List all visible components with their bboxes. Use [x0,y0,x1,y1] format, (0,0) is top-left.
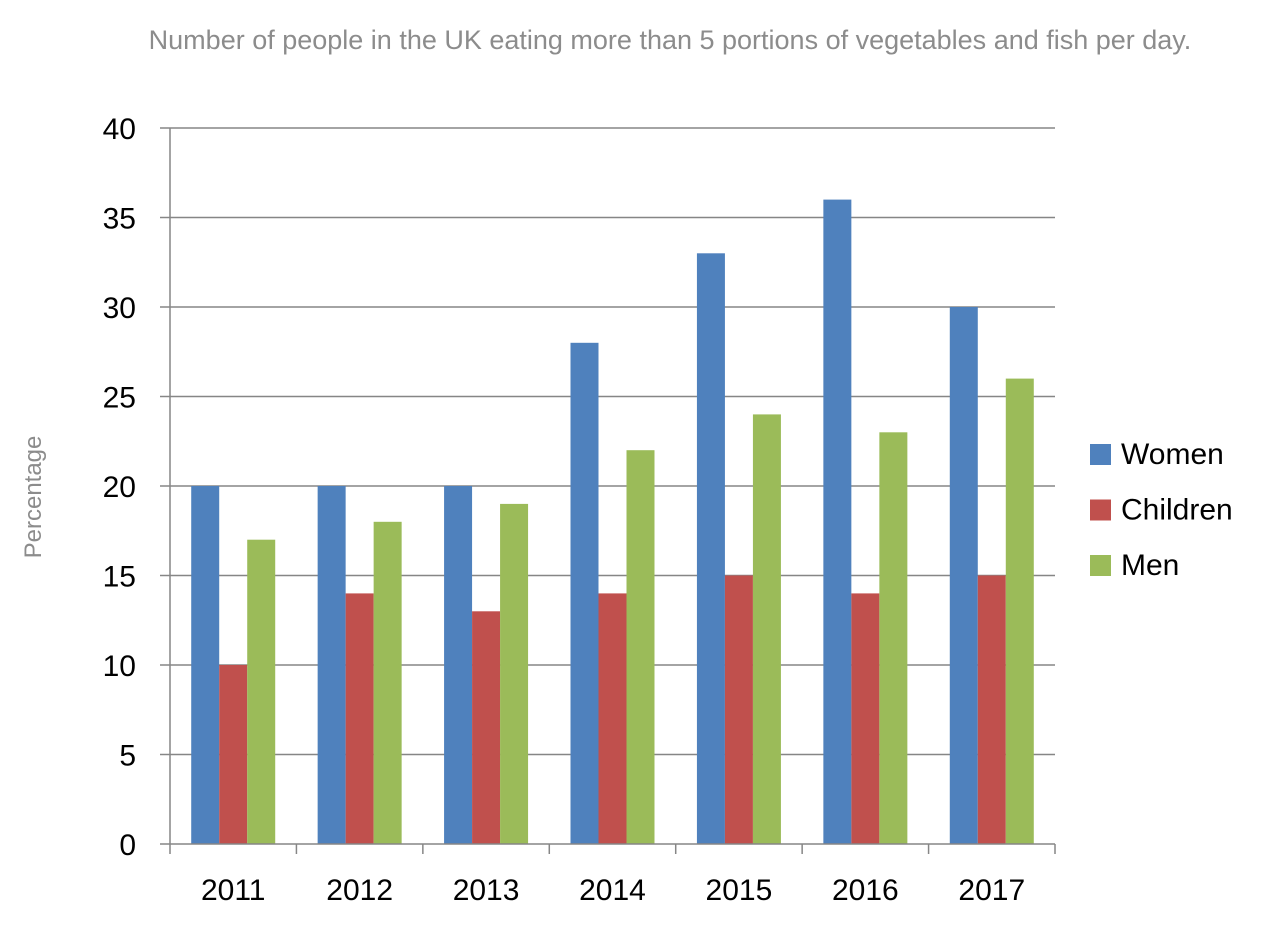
y-tick-label: 40 [103,113,136,146]
x-tick-label: 2011 [201,874,266,907]
bar-men-2012 [373,521,402,844]
bar-women-2017 [949,307,978,844]
bar-women-2013 [444,486,473,844]
y-axis-label: Percentage [20,436,47,559]
bar-women-2015 [696,253,725,845]
gridlines [170,127,1055,756]
bar-women-2014 [570,342,599,844]
bar-women-2011 [191,486,220,844]
y-tick-labels: 0 5 10 15 20 25 30 35 40 [103,113,136,862]
y-tick-label: 30 [103,292,136,325]
bar-children-2012 [345,593,374,844]
legend-swatch-men [1090,555,1111,576]
bar-men-2016 [879,432,908,844]
legend-label-children: Children [1121,494,1233,527]
x-tick-label: 2012 [326,874,393,907]
bar-children-2011 [219,665,248,844]
legend-label-women: Women [1121,438,1224,471]
x-tick-labels: 2011 2012 2013 2014 2015 2016 2017 [201,874,1025,907]
x-tick-label: 2015 [706,874,773,907]
x-tick-label: 2017 [958,874,1025,907]
x-tick-label: 2014 [579,874,646,907]
bars [191,199,1034,845]
legend-label-men: Men [1121,549,1179,582]
bar-men-2013 [500,503,529,844]
legend-swatch-women [1090,444,1111,465]
y-tick-label: 5 [119,740,136,773]
chart-title: Number of people in the UK eating more t… [149,25,1192,55]
bar-men-2015 [752,414,781,844]
bar-children-2013 [472,611,501,844]
bar-children-2016 [851,593,880,844]
bar-women-2012 [317,486,346,844]
y-tick-label: 35 [103,203,136,236]
y-tick-label: 25 [103,382,136,415]
y-tick-label: 15 [103,561,136,594]
bar-men-2014 [626,450,655,844]
bar-men-2017 [1005,378,1034,844]
legend-swatch-children [1090,499,1111,521]
axes [160,127,1056,854]
bar-women-2016 [823,199,852,845]
bar-children-2015 [724,575,753,844]
bar-children-2014 [598,593,627,844]
y-tick-label: 10 [103,650,136,683]
bar-men-2011 [247,539,276,844]
x-tick-label: 2016 [832,874,899,907]
y-tick-label: 20 [103,471,136,504]
y-tick-label: 0 [119,829,136,862]
legend: Women Children Men [1090,438,1233,582]
bar-children-2017 [977,575,1006,844]
x-tick-label: 2013 [453,874,520,907]
